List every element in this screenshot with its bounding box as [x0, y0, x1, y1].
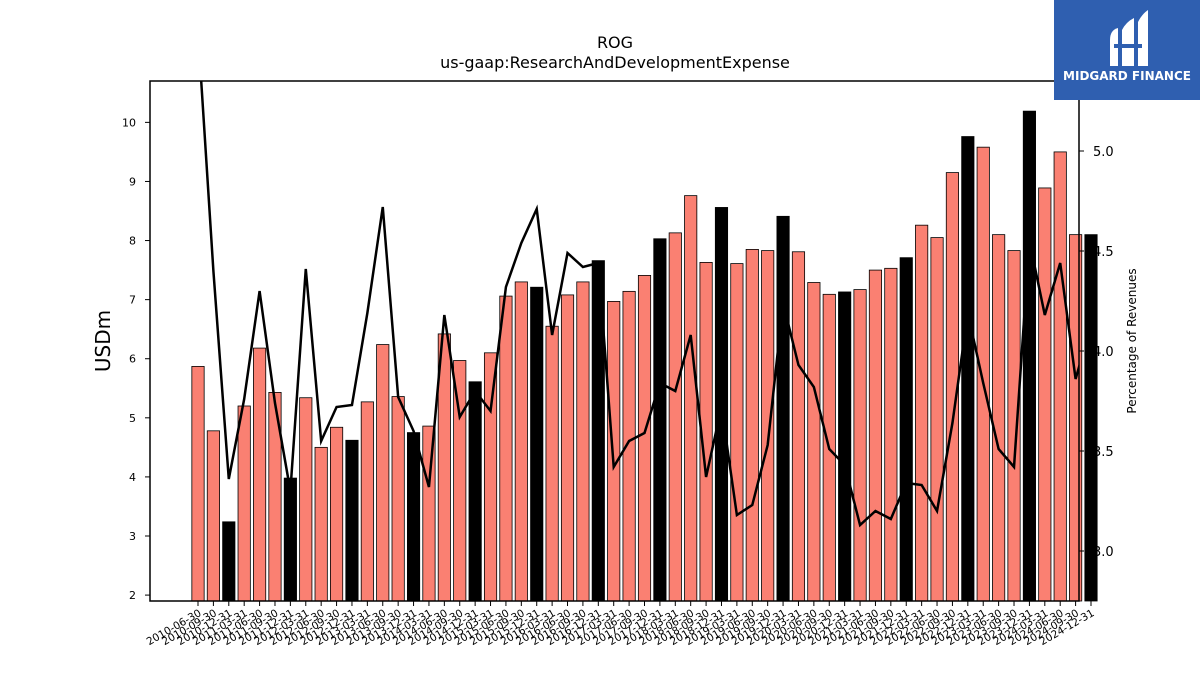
bar [514, 281, 528, 602]
midgard-finance-logo: MIDGARD FINANCE [1054, 0, 1200, 100]
bar [222, 521, 236, 602]
bar [560, 294, 575, 602]
logo-text: MIDGARD FINANCE [1063, 69, 1191, 83]
bar [406, 432, 421, 602]
y-right-tick-label: 3.5 [1093, 445, 1114, 460]
bar [206, 430, 220, 602]
bar [961, 136, 975, 602]
plot-frame [149, 80, 1080, 602]
bar [992, 234, 1006, 602]
y-tick-label: 4 [129, 471, 136, 484]
bar [930, 237, 944, 602]
bar [668, 232, 682, 602]
y-axis-right-label: Percentage of Revenues [1125, 268, 1139, 413]
bar [391, 396, 405, 602]
y-tick-label: 10 [122, 116, 136, 129]
y-right-tick-label: 4.5 [1093, 245, 1114, 260]
bar [745, 249, 759, 602]
bar [237, 405, 251, 602]
bar [807, 282, 821, 602]
y-right-tick-label: 3.0 [1093, 545, 1114, 560]
bar [1053, 151, 1067, 602]
bars-layer [191, 110, 1098, 602]
bar [1022, 110, 1036, 602]
right-axis: 3.0 3.5 4.0 4.5 5.0 [1079, 145, 1114, 560]
bar [684, 195, 698, 602]
bar [576, 281, 590, 602]
y-tick-label: 6 [129, 353, 136, 366]
logo-icon [1110, 10, 1148, 66]
bar [791, 251, 806, 602]
left-axis: 2 3 4 5 6 7 8 9 10 [122, 116, 150, 602]
bar [884, 267, 898, 602]
bar [1038, 187, 1052, 602]
y-tick-label: 9 [129, 175, 136, 188]
bar [899, 257, 913, 602]
bar [761, 250, 775, 602]
x-axis: 2010-06-302010-09-302010-12-312011-03-31… [145, 601, 1097, 648]
bar [283, 477, 297, 602]
y-tick-label: 2 [129, 589, 136, 602]
bar [299, 397, 313, 602]
bar [853, 289, 867, 602]
bar [468, 381, 482, 602]
bar [868, 269, 883, 602]
chart-title: ROG [596, 33, 634, 52]
revenue-percentage-line [199, 81, 1079, 528]
y-tick-label: 5 [129, 412, 136, 425]
bar [714, 207, 729, 602]
bar [838, 291, 852, 602]
bar [360, 401, 374, 602]
bar [637, 275, 652, 602]
bar [191, 366, 205, 602]
bar [1069, 234, 1083, 602]
y-tick-label: 3 [129, 530, 136, 543]
bar [499, 295, 513, 602]
bar [776, 215, 790, 602]
chart-subtitle: us-gaap:ResearchAndDevelopmentExpense [440, 53, 790, 72]
y-tick-label: 8 [129, 235, 136, 248]
y-right-tick-label: 5.0 [1093, 145, 1114, 160]
y-right-tick-label: 4.0 [1093, 345, 1114, 360]
bar [330, 426, 344, 602]
bar [345, 439, 359, 602]
bar [545, 325, 559, 602]
y-axis-label: USDm [91, 310, 115, 372]
bar [653, 238, 667, 602]
bar [376, 344, 390, 602]
bar [915, 224, 929, 602]
bar [530, 286, 544, 602]
bar [730, 263, 744, 602]
bar [314, 446, 328, 602]
bar [483, 352, 498, 602]
bar [976, 146, 990, 602]
y-tick-label: 7 [129, 294, 136, 307]
bar [253, 347, 267, 602]
line-layer [199, 81, 1079, 528]
bar [1007, 250, 1021, 602]
